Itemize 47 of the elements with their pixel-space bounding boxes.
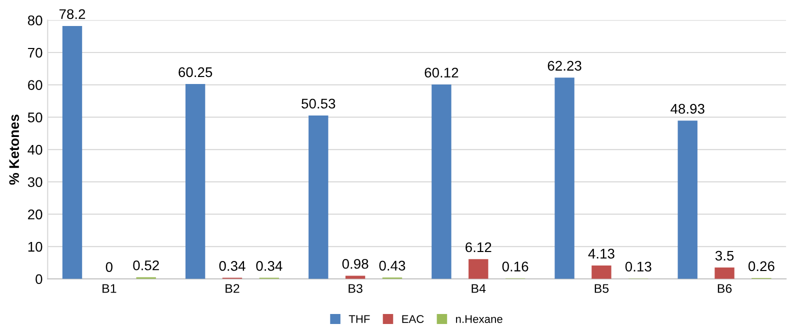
data-label: 78.2 (59, 9, 86, 20)
data-label: 0.34 (256, 261, 282, 271)
x-tick-label: B1 (102, 284, 116, 293)
bar (554, 78, 574, 279)
y-tick-label: 20 (28, 210, 42, 220)
data-label: 48.93 (670, 104, 704, 114)
bar (308, 115, 328, 279)
bar (345, 276, 366, 279)
legend-label: EAC (402, 315, 424, 323)
bar (62, 26, 82, 279)
y-tick-label: 40 (28, 144, 42, 155)
y-tick-label: 80 (28, 15, 42, 26)
data-label: 50.53 (302, 98, 336, 109)
y-tick-label: 0 (36, 274, 42, 284)
y-axis-title: % Ketones (9, 114, 20, 185)
data-label: 6.12 (466, 242, 492, 252)
data-label: 0.13 (625, 262, 652, 272)
data-label: 60.25 (178, 67, 212, 78)
data-label: 4.13 (588, 248, 614, 259)
y-tick-label: 60 (28, 80, 42, 90)
x-tick-label: B3 (348, 284, 362, 293)
bar (468, 259, 488, 279)
x-tick-label: B6 (718, 284, 732, 293)
data-label: 0.26 (748, 261, 774, 272)
bar (678, 120, 698, 279)
bar (432, 84, 452, 279)
data-label: 3.5 (715, 250, 734, 261)
x-tick-label: B4 (472, 284, 486, 293)
data-label: 0 (106, 262, 112, 272)
y-tick-label: 70 (28, 48, 42, 58)
bar (592, 266, 612, 279)
x-tick-label: B5 (594, 284, 609, 293)
y-tick-label: 10 (28, 242, 42, 252)
data-label: 62.23 (548, 60, 582, 71)
data-label: 0.16 (502, 262, 528, 272)
bar (185, 84, 206, 279)
data-label: 0.43 (379, 260, 406, 271)
legend-label: THF (348, 315, 370, 323)
data-label: 0.98 (342, 258, 368, 269)
data-label: 60.12 (424, 68, 458, 78)
legend-label: n.Hexane (456, 315, 502, 323)
data-label: 0.34 (219, 261, 246, 271)
x-tick-label: B2 (226, 284, 240, 293)
y-tick-label: 50 (28, 112, 42, 122)
data-label: 0.52 (133, 260, 159, 270)
y-tick-label: 30 (28, 177, 42, 188)
bar (714, 268, 734, 279)
